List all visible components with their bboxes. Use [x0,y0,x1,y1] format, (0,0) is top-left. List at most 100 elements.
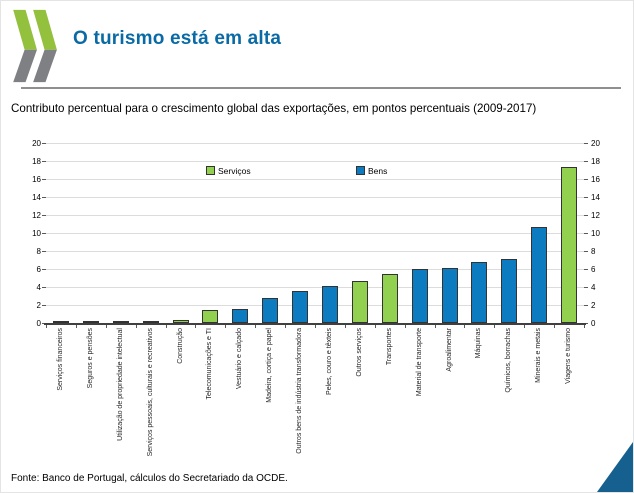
y-axis-tick-left [42,233,46,234]
bar-outros-servi-os [351,280,368,323]
gridline [46,286,584,288]
gridline [46,214,584,216]
y-axis-label-left: 16 [32,175,41,184]
x-axis-tick [434,325,436,328]
x-axis-tick [524,325,526,328]
y-axis-tick-right [584,323,588,324]
y-axis-label-right: 20 [591,139,600,148]
x-axis-line [44,323,586,325]
gridline [46,142,584,144]
x-axis-label: Transportes [385,328,393,366]
gridline [46,178,584,180]
bar-vestu-rio-e-cal-ado [232,308,249,323]
y-axis-label-right: 18 [591,157,600,166]
x-axis-label: Serviços pessoais, culturais e recreativ… [146,328,154,457]
y-axis-tick-right [584,215,588,216]
x-axis-tick [285,325,287,328]
x-axis-label: Material de transporte [415,328,423,397]
x-axis-tick [494,325,496,328]
y-axis-label-left: 0 [36,319,41,328]
legend-label: Serviços [218,165,251,176]
bar-material-de-transporte [411,269,428,323]
bar-agroalimentar [441,268,458,323]
y-axis-tick-right [584,197,588,198]
bar-utiliza-o-de-propriedade-intelectual [112,321,129,323]
bar-telecomunica-es-e-ti [202,309,219,323]
page-title: O turismo está em alta [73,28,282,49]
legend-swatch-serviços [206,166,215,176]
x-axis-label: Máquinas [475,328,483,359]
x-axis-tick [46,325,47,328]
y-axis-label-right: 8 [591,247,596,256]
y-axis-tick-left [42,287,46,288]
gridline [46,160,584,162]
source-note: Fonte: Banco de Portugal, cálculos do Se… [11,473,288,484]
x-axis-label: Vestuário e calçado [236,328,244,390]
y-axis-tick-right [584,233,588,234]
y-axis-label-right: 2 [591,301,596,310]
y-axis-label-right: 0 [591,319,596,328]
y-axis-label-right: 12 [591,211,600,220]
x-axis-label: Seguros e pensões [86,328,94,389]
y-axis-tick-right [584,179,588,180]
bar-servi-os-pessoais-culturais-e-recreativos [142,321,159,323]
x-axis-label: Construção [176,328,184,364]
corner-triangle-decoration [597,442,633,492]
legend-swatch-bens [356,166,365,176]
legend-item-bens: Bens [356,162,387,176]
oecd-chevrons-logo [13,9,57,83]
x-axis-label: Utilização de propriedade intelectual [116,328,124,441]
x-axis-tick [225,325,227,328]
y-axis-label-left: 20 [32,139,41,148]
y-axis-tick-left [42,179,46,180]
y-axis-label-left: 2 [36,301,41,310]
y-axis-label-right: 14 [591,193,600,202]
y-axis-tick-left [42,269,46,270]
bar-m-quinas [471,261,488,323]
y-axis-tick-left [42,305,46,306]
bar-constru-o [172,320,189,323]
legend-label: Bens [368,165,388,176]
bar-seguros-e-pens-es [82,321,99,323]
y-axis-label-left: 4 [36,283,41,292]
x-axis-tick [374,325,376,328]
x-axis-label: Minerais e metais [535,328,543,383]
y-axis-tick-right [584,269,588,270]
gridline [46,232,584,234]
title-divider [21,87,621,89]
y-axis-tick-left [42,143,46,144]
y-axis-tick-left [42,197,46,198]
x-axis-tick [554,325,556,328]
y-axis-label-left: 14 [32,193,41,202]
x-axis-tick [584,325,585,328]
x-axis-tick [344,325,346,328]
y-axis-label-left: 10 [32,229,41,238]
chart-subtitle: Contributo percentual para o crescimento… [11,102,537,115]
x-axis-tick [315,325,316,328]
gridline [46,196,584,198]
x-axis-tick [165,325,167,328]
bar-peles-couro-e-t-xteis [321,286,338,323]
y-axis-label-right: 6 [591,265,596,274]
x-axis-tick [105,325,107,328]
x-axis-tick [464,325,466,328]
x-axis-label: Outros bens de indústria transformadora [296,328,304,454]
bar-outros-bens-de-ind-stria-transformadora [292,290,309,323]
y-axis-tick-right [584,161,588,162]
bar-minerais-e-metais [531,226,548,323]
bar-viagens-e-turismo [561,167,578,323]
x-axis-tick [135,325,137,328]
y-axis-tick-left [42,251,46,252]
y-axis-tick-right [584,305,588,306]
bar-qu-micos-borrachas [501,259,518,323]
y-axis-tick-right [584,287,588,288]
x-axis-label: Madeira, cortiça e papel [266,328,274,403]
y-axis-label-right: 4 [591,283,596,292]
y-axis-tick-left [42,161,46,162]
bar-transportes [381,274,398,323]
legend-item-serviços: Serviços [206,162,251,176]
x-axis-tick [75,325,77,328]
gridline [46,250,584,252]
x-axis-label: Peles, couro e têxteis [325,328,333,395]
